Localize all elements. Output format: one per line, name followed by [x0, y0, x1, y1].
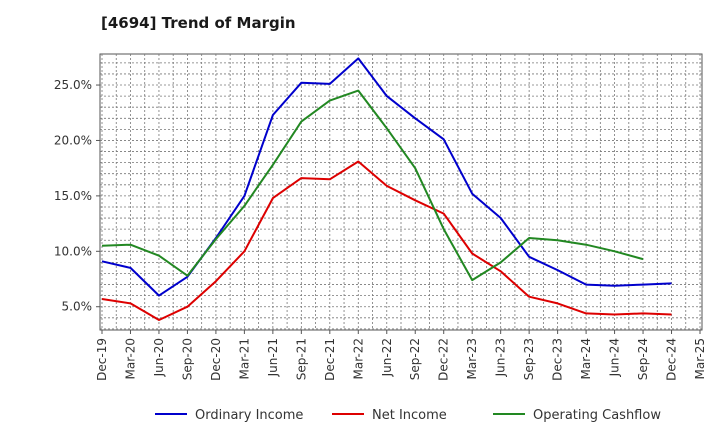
grid — [100, 54, 702, 330]
y-tick-label: 20.0% — [54, 133, 92, 147]
x-tick-label: Jun-23 — [494, 338, 508, 377]
x-tick-label: Jun-20 — [152, 338, 166, 377]
y-tick-label: 5.0% — [62, 300, 93, 314]
series-line-net-income — [101, 160, 672, 321]
x-tick-label: Mar-22 — [351, 338, 365, 379]
x-tick-label: Dec-20 — [209, 338, 223, 381]
x-tick-label: Jun-22 — [380, 338, 394, 377]
x-tick-label: Dec-19 — [95, 338, 109, 381]
x-tick-label: Dec-24 — [665, 338, 679, 381]
x-tick-label: Jun-24 — [608, 338, 622, 377]
x-tick-label: Sep-24 — [636, 338, 650, 380]
x-tick-label: Mar-20 — [123, 338, 137, 379]
x-tick-label: Sep-23 — [522, 338, 536, 380]
legend-label: Operating Cashflow — [533, 408, 661, 423]
x-tick-label: Mar-24 — [579, 338, 593, 379]
x-tick-label: Sep-21 — [294, 338, 308, 380]
x-tick-label: Dec-23 — [551, 338, 565, 381]
axes: Dec-19 Mar-20 Jun-20 Sep-20 Dec-20 Mar-21 Jun-… — [54, 78, 707, 381]
legend-label: Ordinary Income — [195, 408, 303, 423]
y-tick-label: 10.0% — [54, 244, 92, 258]
legend: Ordinary Income Net Income Operating Cashf… — [155, 408, 661, 423]
series-layer — [101, 57, 672, 321]
legend-label: Net Income — [372, 408, 447, 423]
series-line-operating-cashflow — [101, 89, 644, 282]
x-tick-label: Mar-21 — [237, 338, 251, 379]
x-tick-label: Dec-22 — [437, 338, 451, 381]
x-tick-label: Mar-23 — [465, 338, 479, 379]
x-tick-label: Jun-21 — [266, 338, 280, 377]
x-tick-label: Mar-25 — [693, 338, 707, 379]
y-tick-label: 15.0% — [54, 189, 92, 203]
x-tick-label: Sep-22 — [408, 338, 422, 380]
y-tick-label: 25.0% — [54, 78, 92, 92]
x-tick-label: Sep-20 — [180, 338, 194, 380]
chart-title: [4694] Trend of Margin — [101, 14, 296, 32]
x-tick-label: Dec-21 — [323, 338, 337, 381]
